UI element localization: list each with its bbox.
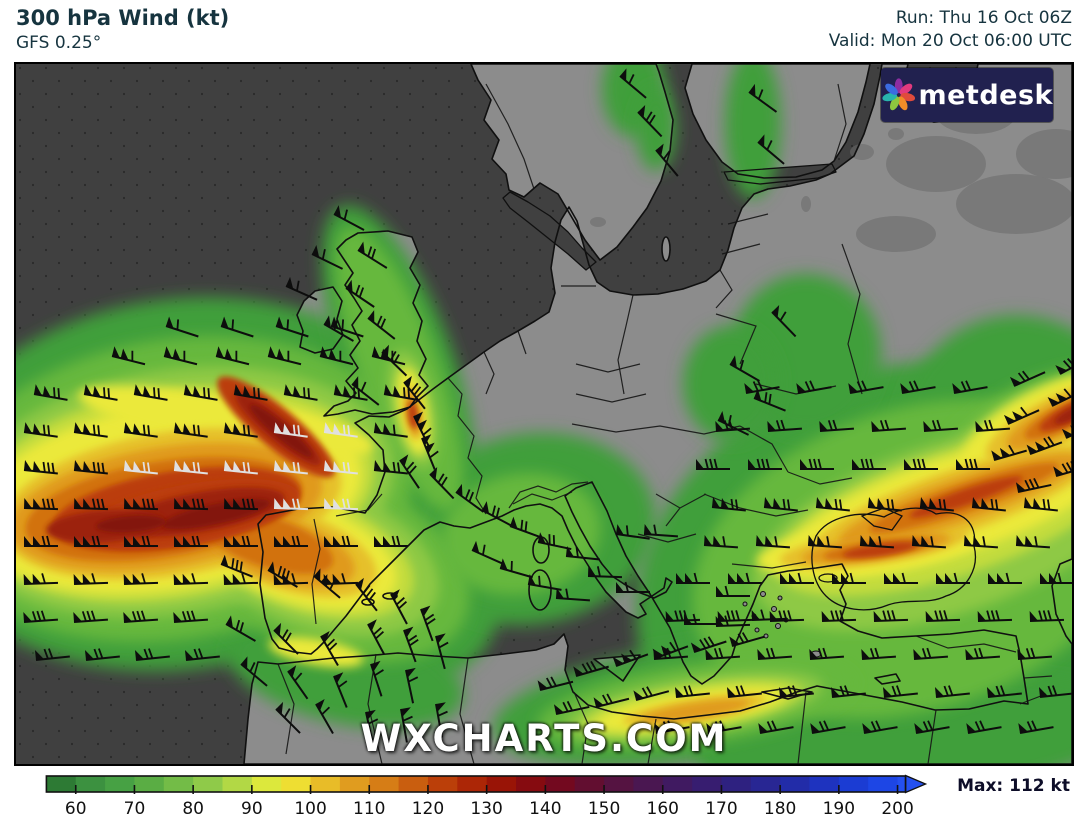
svg-text:90: 90: [241, 799, 263, 819]
run-label: Run: Thu 16 Oct 06Z: [895, 8, 1072, 28]
svg-text:180: 180: [764, 799, 796, 819]
metdesk-flower-icon: [882, 78, 916, 111]
max-wind-label: Max: 112 kt: [957, 776, 1070, 796]
svg-text:110: 110: [353, 799, 385, 819]
svg-text:170: 170: [705, 799, 737, 819]
colorbar-gradient: [45, 774, 928, 794]
model-subtitle: GFS 0.25°: [16, 33, 102, 53]
map-canvas: [16, 64, 1072, 764]
colorbar-ticks: [74, 785, 899, 794]
metdesk-logo-text: metdesk: [918, 79, 1053, 111]
metdesk-logo: metdesk: [881, 68, 1053, 122]
svg-text:140: 140: [529, 799, 561, 819]
svg-text:70: 70: [124, 799, 146, 819]
colorbar: 60 70 80 90 100 110 120 130 140 150 160 170 180 190 20…: [45, 774, 1070, 819]
svg-text:160: 160: [647, 799, 679, 819]
svg-text:130: 130: [470, 799, 502, 819]
svg-text:190: 190: [823, 799, 855, 819]
weather-map: WXCHARTS.COM metdesk: [14, 62, 1074, 766]
colorbar-tick-labels: 60 70 80 90 100 110 120 130 140 150 160 170 180 190 20…: [65, 799, 914, 819]
colorbar-footer: 60 70 80 90 100 110 120 130 140 150 160 170 180 190 20…: [0, 766, 1088, 835]
valid-label: Valid: Mon 20 Oct 06:00 UTC: [828, 31, 1072, 51]
svg-text:200: 200: [881, 799, 913, 819]
svg-text:80: 80: [182, 799, 204, 819]
page-title: 300 hPa Wind (kt): [16, 6, 230, 30]
svg-text:100: 100: [294, 799, 326, 819]
watermark: WXCHARTS.COM: [360, 717, 728, 760]
wind-barbs: [23, 68, 1072, 746]
svg-text:120: 120: [412, 799, 444, 819]
svg-text:150: 150: [588, 799, 620, 819]
svg-text:60: 60: [65, 799, 87, 819]
coastline-layer: [243, 64, 1072, 764]
